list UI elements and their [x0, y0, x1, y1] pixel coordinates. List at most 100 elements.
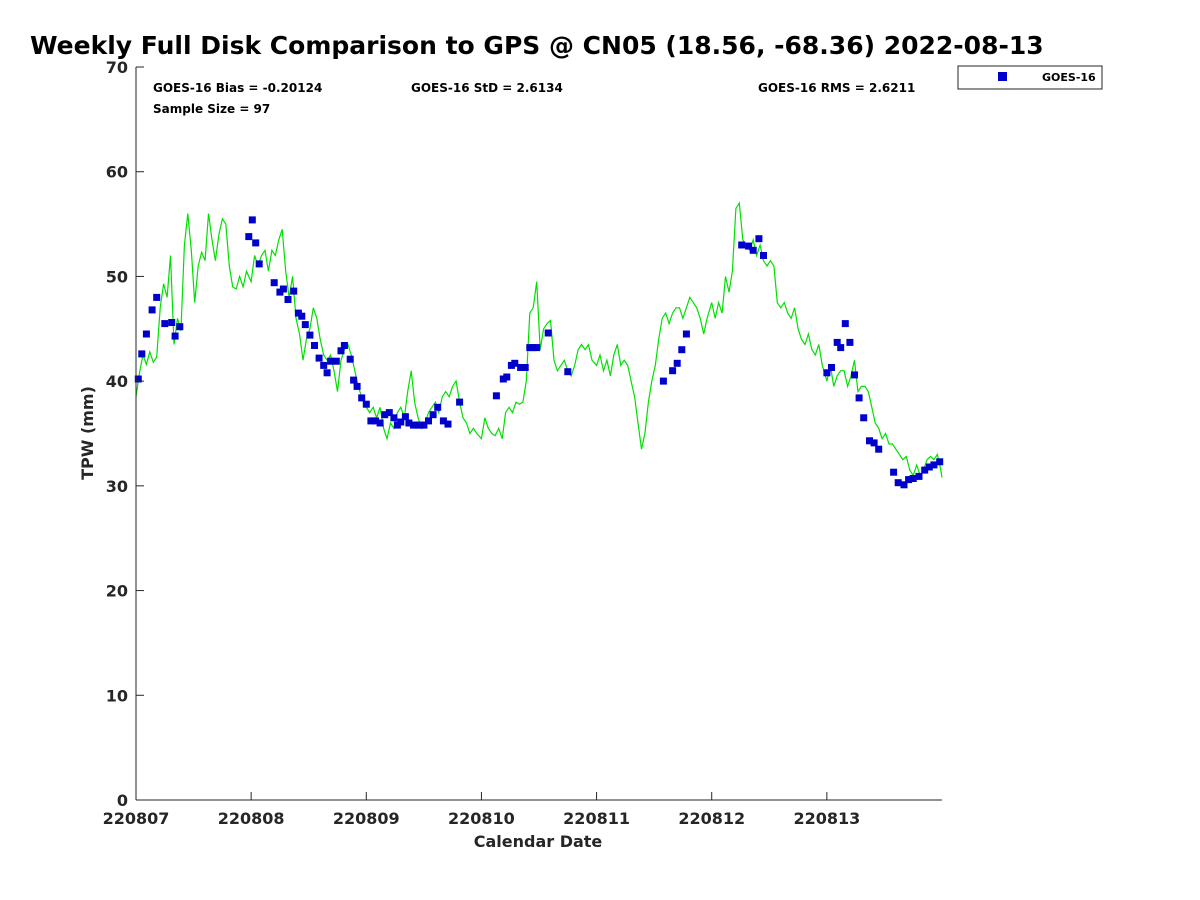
goes16-point	[161, 320, 169, 328]
x-tick-label: 220809	[333, 809, 400, 828]
goes16-point	[833, 338, 841, 346]
goes16-point	[444, 420, 452, 428]
goes16-point	[323, 369, 331, 377]
y-tick-label: 10	[106, 686, 128, 705]
goes16-point	[434, 403, 442, 411]
y-tick-label: 30	[106, 477, 128, 496]
goes16-point	[381, 411, 389, 419]
goes16-point	[890, 468, 898, 476]
goes16-point	[823, 369, 831, 377]
goes16-point	[851, 371, 858, 379]
goes16-point	[533, 344, 541, 352]
goes16-point	[749, 246, 757, 254]
goes16-point	[760, 252, 767, 259]
goes16-point	[682, 330, 690, 338]
goes16-point	[153, 293, 161, 301]
y-tick-label: 40	[106, 372, 128, 391]
goes16-point	[353, 382, 361, 390]
goes16-point	[492, 392, 500, 400]
goes16-point	[248, 216, 256, 224]
goes16-point	[405, 419, 413, 427]
goes16-point	[875, 445, 883, 453]
goes-marker-layer	[134, 216, 944, 489]
goes16-point	[925, 463, 933, 471]
goes16-point	[503, 373, 511, 381]
x-tick-label: 220812	[678, 809, 745, 828]
goes16-point	[340, 342, 348, 349]
goes16-point	[420, 421, 428, 429]
goes16-point	[841, 320, 849, 328]
goes16-point	[900, 481, 908, 489]
x-axis-label: Calendar Date	[474, 832, 603, 851]
goes16-point	[401, 413, 409, 421]
goes16-point	[936, 458, 944, 466]
plot-area	[134, 67, 944, 801]
goes16-point	[284, 296, 292, 303]
goes16-point	[828, 364, 835, 371]
goes16-point	[846, 338, 854, 346]
x-tick-label: 220813	[793, 809, 860, 828]
stat-std: GOES-16 StD = 2.6134	[411, 81, 563, 95]
x-tick-label: 220811	[563, 809, 630, 828]
goes16-point	[367, 417, 375, 425]
goes16-point	[390, 414, 398, 422]
goes16-point	[870, 439, 878, 447]
plot-background	[136, 67, 942, 800]
goes16-point	[168, 319, 176, 326]
y-axis-label: TPW (mm)	[78, 386, 97, 480]
goes16-point	[372, 417, 379, 425]
goes16-point	[252, 239, 260, 247]
stat-sample-size: Sample Size = 97	[153, 102, 270, 116]
y-tick-label: 60	[106, 163, 128, 182]
y-tick-label: 50	[106, 267, 128, 286]
goes16-point	[385, 409, 393, 417]
goes16-point	[544, 329, 552, 337]
goes16-point	[320, 361, 328, 369]
x-axis-ticks: 220807 220808 220809 220810 220811 220812 2208…	[103, 792, 860, 828]
y-tick-label: 70	[106, 58, 128, 77]
x-tick-label: 220810	[448, 809, 515, 828]
legend: GOES-16	[957, 65, 1103, 90]
goes16-point	[564, 368, 572, 376]
goes16-point	[915, 472, 923, 480]
goes16-point	[138, 350, 146, 358]
goes16-point	[439, 417, 447, 425]
y-tick-label: 20	[106, 582, 128, 601]
goes16-point	[279, 285, 287, 293]
chart-title: Weekly Full Disk Comparison to GPS @ CN0…	[30, 31, 1044, 60]
stat-bias: GOES-16 Bias = -0.20124	[153, 81, 322, 95]
goes16-point	[894, 479, 902, 487]
goes16-point	[298, 312, 306, 320]
stat-rms: GOES-16 RMS = 2.6211	[758, 81, 915, 95]
goes16-point	[673, 359, 681, 367]
legend-label-goes16: GOES-16	[1042, 71, 1096, 84]
goes16-point	[659, 377, 667, 385]
goes16-point	[669, 367, 677, 375]
goes16-point	[429, 411, 437, 419]
goes16-point	[860, 414, 868, 422]
goes16-point	[134, 375, 142, 383]
x-tick-label: 220807	[103, 809, 170, 828]
x-tick-label: 220808	[218, 809, 285, 828]
goes16-point	[311, 342, 318, 349]
goes16-point	[337, 347, 345, 355]
goes16-point	[930, 461, 938, 469]
y-tick-label: 0	[117, 791, 128, 810]
goes16-point	[142, 330, 150, 338]
goes16-point	[290, 287, 298, 295]
goes16-point	[270, 279, 278, 287]
goes16-point	[855, 394, 863, 402]
goes16-point	[327, 357, 335, 365]
y-axis-ticks: 0 10 20 30 40 50 60 70	[106, 58, 144, 810]
goes16-point	[350, 376, 358, 384]
goes16-point	[315, 354, 323, 362]
goes16-point	[362, 400, 370, 408]
goes16-point	[521, 364, 529, 371]
goes16-point	[358, 394, 366, 402]
goes16-point	[921, 466, 929, 474]
legend-marker-goes16	[998, 72, 1007, 81]
goes16-point	[171, 332, 179, 340]
goes16-point	[425, 417, 432, 425]
goes16-point	[245, 233, 253, 241]
